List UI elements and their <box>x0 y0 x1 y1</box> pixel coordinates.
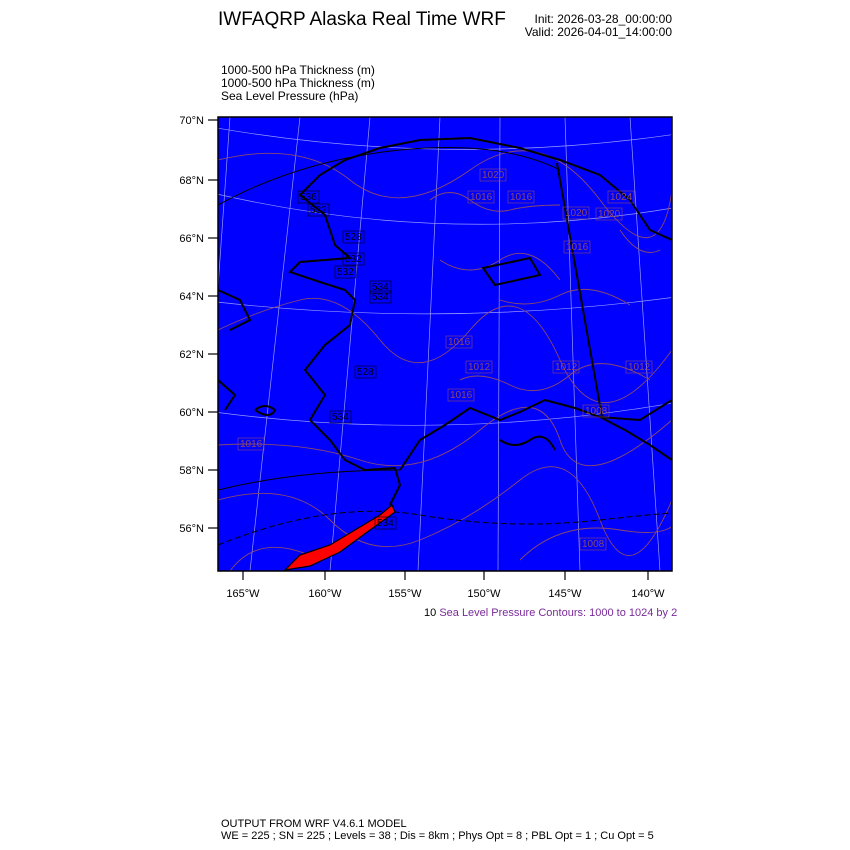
aleutian-warm-region <box>283 504 396 571</box>
map-frame <box>217 116 673 572</box>
thickness-contour-label: 534 <box>332 412 349 423</box>
time-info: Init: 2026-03-28_00:00:00 Valid: 2026-04… <box>525 13 672 39</box>
lon-label: 150°W <box>467 588 501 600</box>
lat-label: 64°N <box>179 291 204 303</box>
lon-label: 145°W <box>548 588 582 600</box>
slp-contour-label: 1016 <box>450 390 473 401</box>
legend-text: Sea Level Pressure Contours: 1000 to 102… <box>439 607 678 619</box>
slp-contours <box>218 150 672 571</box>
thickness-contours <box>218 147 672 546</box>
slp-contour-label: 1008 <box>582 539 605 550</box>
lat-label: 70°N <box>179 115 204 127</box>
lat-label: 62°N <box>179 349 204 361</box>
lat-label: 66°N <box>179 233 204 245</box>
slp-contour-label: 1016 <box>240 439 263 450</box>
field-label-thickness-2: 1000-500 hPa Thickness (m) <box>221 76 375 90</box>
thickness-contour-label: 528 <box>345 232 362 243</box>
model-info: OUTPUT FROM WRF V4.6.1 MODEL WE = 225 ; … <box>221 818 654 842</box>
valid-time: Valid: 2026-04-01_14:00:00 <box>524 25 672 39</box>
slp-contour-label: 1012 <box>555 362 578 373</box>
field-label-slp: Sea Level Pressure (hPa) <box>221 89 359 103</box>
lon-label: 160°W <box>308 588 342 600</box>
lat-axis: 70°N 68°N 66°N 64°N 62°N 60°N 58°N 56°N <box>179 115 218 535</box>
lat-label: 60°N <box>179 407 204 419</box>
thickness-contour-label: 534 <box>372 282 389 293</box>
slp-contour-label: 1012 <box>468 362 491 373</box>
slp-contour-label: 1012 <box>628 362 651 373</box>
slp-contour-label: 1016 <box>470 192 493 203</box>
plot-title: IWFAQRP Alaska Real Time WRF <box>218 9 506 30</box>
legend-prefix: 10 <box>424 607 437 619</box>
lat-label: 68°N <box>179 175 204 187</box>
coastline <box>218 136 672 506</box>
thickness-contour-label: 532 <box>337 267 354 278</box>
lat-label: 56°N <box>179 523 204 535</box>
lon-label: 165°W <box>226 588 260 600</box>
slp-contour-label: 1016 <box>510 192 533 203</box>
slp-contour-label: 1024 <box>610 192 633 203</box>
slp-contour-label: 1008 <box>585 406 608 417</box>
thickness-contour-label: 534 <box>377 518 394 529</box>
slp-contour-label: 1016 <box>566 242 589 253</box>
lon-label: 140°W <box>631 588 665 600</box>
lon-axis: 165°W 160°W 155°W 150°W 145°W 140°W <box>226 571 665 600</box>
model-config: WE = 225 ; SN = 225 ; Levels = 38 ; Dis … <box>221 830 654 842</box>
lat-label: 58°N <box>179 465 204 477</box>
init-time: Init: 2026-03-28_00:00:00 <box>534 12 672 26</box>
lon-label: 155°W <box>388 588 422 600</box>
thickness-contour-label: 532 <box>310 205 327 216</box>
thickness-contour-label: 528 <box>357 367 374 378</box>
slp-contour-label: 1020 <box>565 208 588 219</box>
thickness-contour-label: 536 <box>300 192 317 203</box>
slp-contour-label: 1020 <box>598 209 621 220</box>
slp-contour-label: 1020 <box>482 170 505 181</box>
contour-legend: 10 Sea Level Pressure Contours: 1000 to … <box>424 607 677 619</box>
thickness-contour-label: 532 <box>345 254 362 265</box>
field-label-thickness-1: 1000-500 hPa Thickness (m) <box>221 63 375 77</box>
model-version: OUTPUT FROM WRF V4.6.1 MODEL <box>221 818 407 830</box>
thickness-contour-label: 534 <box>372 292 389 303</box>
slp-labels: 1020 1016 1016 1020 1020 1024 1016 1016 1016 1016… <box>237 168 653 551</box>
slp-contour-label: 1016 <box>448 337 471 348</box>
